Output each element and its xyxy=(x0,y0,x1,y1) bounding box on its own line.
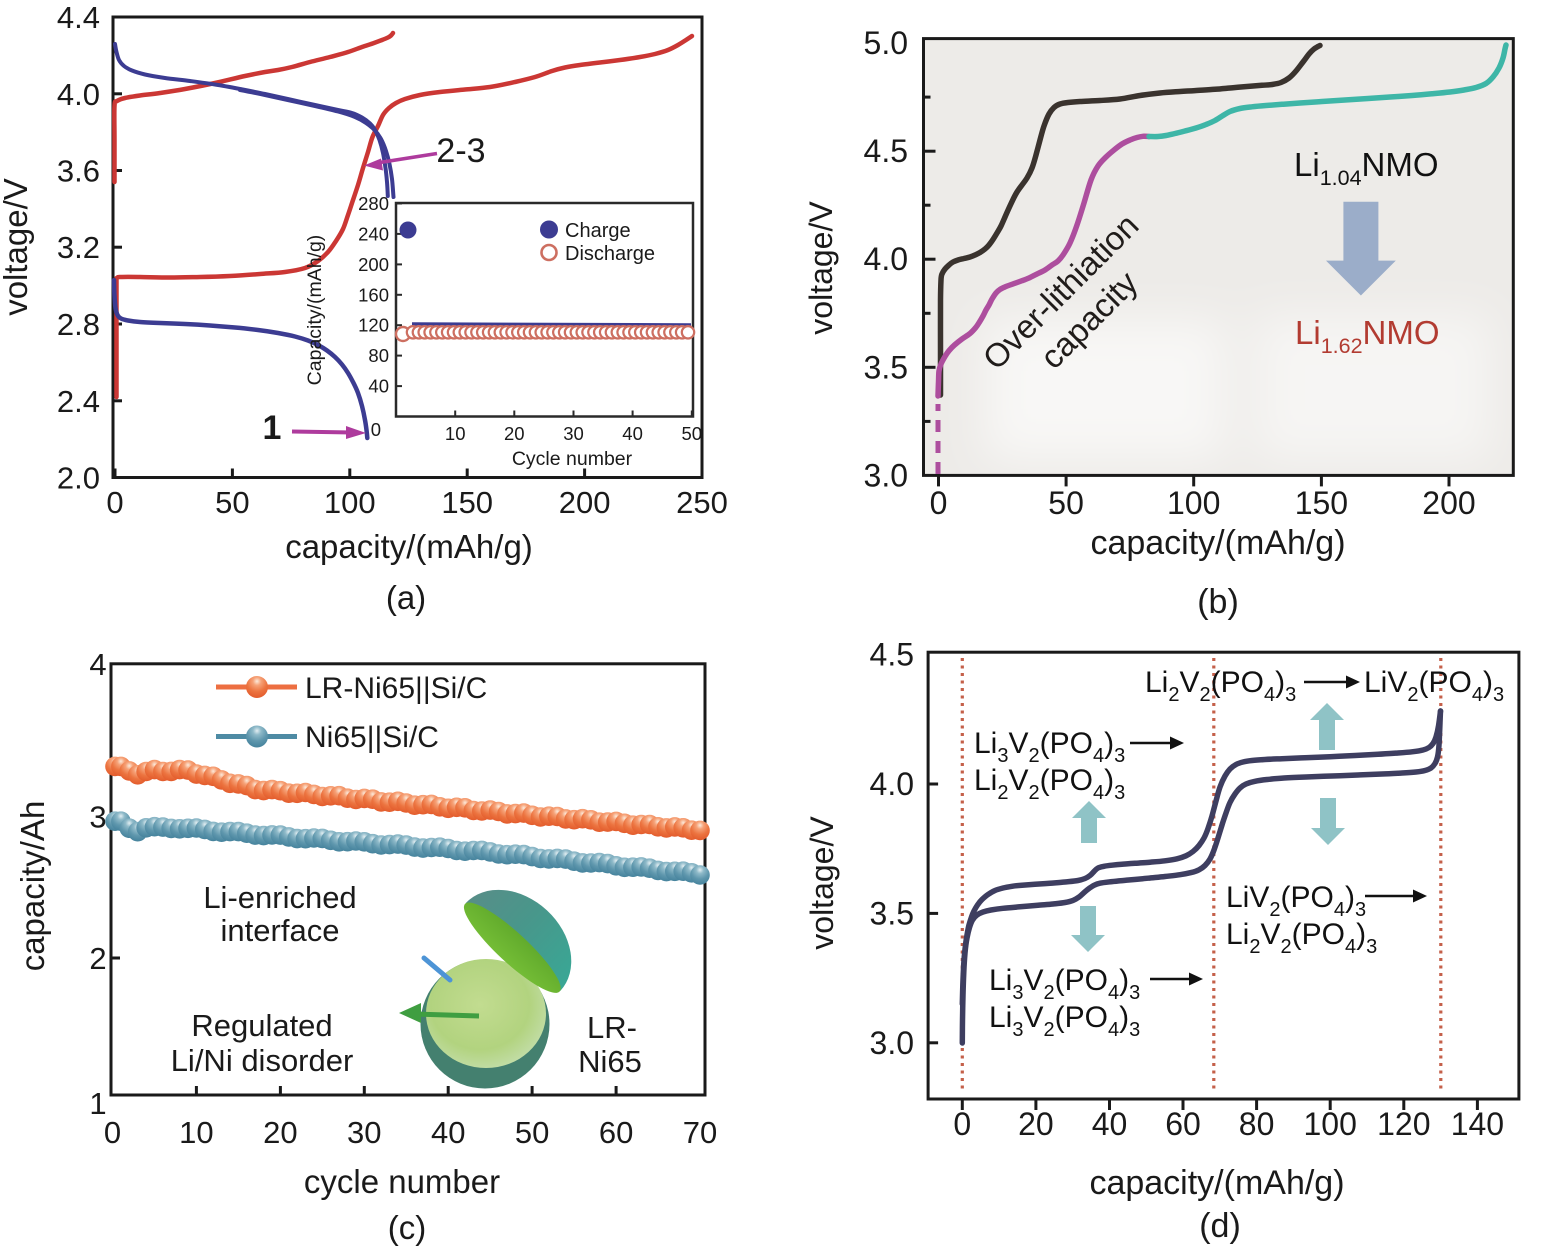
svg-text:20: 20 xyxy=(1018,1106,1054,1142)
svg-text:0: 0 xyxy=(953,1106,971,1142)
svg-text:0: 0 xyxy=(104,1115,121,1150)
svg-text:120: 120 xyxy=(1377,1106,1430,1142)
svg-text:Li-enriched: Li-enriched xyxy=(203,880,356,915)
svg-text:3.6: 3.6 xyxy=(57,154,100,189)
svg-text:60: 60 xyxy=(599,1115,633,1150)
svg-text:50: 50 xyxy=(215,485,249,520)
svg-text:50: 50 xyxy=(682,423,703,444)
svg-text:40: 40 xyxy=(368,376,389,397)
svg-text:3.5: 3.5 xyxy=(864,349,908,385)
svg-text:280: 280 xyxy=(358,193,389,214)
svg-text:250: 250 xyxy=(676,485,728,520)
svg-text:Ni65||Si/C: Ni65||Si/C xyxy=(305,721,439,754)
svg-text:60: 60 xyxy=(1165,1106,1201,1142)
svg-text:2: 2 xyxy=(89,941,106,976)
svg-text:3.2: 3.2 xyxy=(57,230,100,265)
svg-text:200: 200 xyxy=(559,485,611,520)
svg-text:Li3V2(PO4)3: Li3V2(PO4)3 xyxy=(974,727,1125,767)
svg-text:Li3V2(PO4)3: Li3V2(PO4)3 xyxy=(989,1001,1140,1041)
svg-text:140: 140 xyxy=(1451,1106,1504,1142)
svg-text:30: 30 xyxy=(347,1115,381,1150)
svg-text:Li2V2(PO4)3: Li2V2(PO4)3 xyxy=(1226,918,1377,958)
svg-text:cycle number: cycle number xyxy=(304,1163,500,1200)
svg-text:30: 30 xyxy=(563,423,584,444)
svg-text:0: 0 xyxy=(106,485,123,520)
svg-text:100: 100 xyxy=(1304,1106,1357,1142)
svg-text:Regulated: Regulated xyxy=(191,1008,332,1043)
svg-text:4: 4 xyxy=(89,647,106,682)
svg-text:50: 50 xyxy=(515,1115,549,1150)
svg-text:3.0: 3.0 xyxy=(870,1025,914,1061)
svg-text:Cycle number: Cycle number xyxy=(512,448,633,470)
svg-text:2-3: 2-3 xyxy=(436,132,485,170)
svg-text:Li2V2(PO4)3: Li2V2(PO4)3 xyxy=(974,764,1125,804)
svg-text:2.0: 2.0 xyxy=(57,461,100,496)
svg-text:Li3V2(PO4)3: Li3V2(PO4)3 xyxy=(989,964,1140,1004)
svg-text:4.5: 4.5 xyxy=(864,133,908,169)
svg-text:40: 40 xyxy=(1092,1106,1128,1142)
svg-text:120: 120 xyxy=(358,315,389,336)
svg-text:1: 1 xyxy=(89,1086,106,1121)
svg-text:40: 40 xyxy=(622,423,643,444)
svg-text:100: 100 xyxy=(1167,485,1220,521)
svg-text:(a): (a) xyxy=(386,579,426,616)
svg-text:4.5: 4.5 xyxy=(870,637,914,673)
svg-text:interface: interface xyxy=(221,913,340,948)
svg-text:Li1.62NMO: Li1.62NMO xyxy=(1295,314,1440,358)
svg-text:LR-: LR- xyxy=(587,1010,637,1045)
svg-text:capacity/Ah: capacity/Ah xyxy=(14,801,51,972)
svg-text:Capacity/(mAh/g): Capacity/(mAh/g) xyxy=(304,235,326,386)
svg-text:capacity/(mAh/g): capacity/(mAh/g) xyxy=(1089,1164,1344,1202)
svg-text:capacity/(mAh/g): capacity/(mAh/g) xyxy=(1090,524,1345,562)
svg-text:LiV2(PO4)3: LiV2(PO4)3 xyxy=(1226,881,1366,921)
svg-text:0: 0 xyxy=(371,419,381,440)
svg-text:(c): (c) xyxy=(388,1209,426,1246)
svg-text:LiV2(PO4)3: LiV2(PO4)3 xyxy=(1364,666,1504,706)
svg-text:150: 150 xyxy=(1295,485,1348,521)
svg-text:(d): (d) xyxy=(1199,1207,1241,1245)
svg-text:2.4: 2.4 xyxy=(57,384,100,419)
svg-text:LR-Ni65||Si/C: LR-Ni65||Si/C xyxy=(305,672,487,705)
svg-text:3.5: 3.5 xyxy=(870,895,914,931)
svg-text:20: 20 xyxy=(263,1115,297,1150)
svg-text:50: 50 xyxy=(1048,485,1084,521)
svg-text:(b): (b) xyxy=(1197,583,1239,621)
svg-text:2.8: 2.8 xyxy=(57,307,100,342)
svg-text:100: 100 xyxy=(324,485,376,520)
svg-text:voltage/V: voltage/V xyxy=(0,178,34,316)
svg-text:Li2V2(PO4)3: Li2V2(PO4)3 xyxy=(1145,666,1296,706)
svg-text:3.0: 3.0 xyxy=(864,457,908,493)
svg-text:10: 10 xyxy=(445,423,466,444)
svg-text:Li1.04NMO: Li1.04NMO xyxy=(1294,146,1439,190)
svg-text:Charge: Charge xyxy=(565,220,631,242)
svg-text:Discharge: Discharge xyxy=(565,243,655,265)
svg-text:4.0: 4.0 xyxy=(870,766,914,802)
svg-text:4.0: 4.0 xyxy=(864,241,908,277)
svg-text:10: 10 xyxy=(179,1115,213,1150)
svg-text:capacity/(mAh/g): capacity/(mAh/g) xyxy=(285,528,533,565)
svg-text:150: 150 xyxy=(441,485,493,520)
svg-text:240: 240 xyxy=(358,223,389,244)
svg-text:20: 20 xyxy=(504,423,525,444)
svg-text:40: 40 xyxy=(431,1115,465,1150)
svg-text:1: 1 xyxy=(263,409,282,447)
svg-text:80: 80 xyxy=(1239,1106,1275,1142)
svg-text:4.4: 4.4 xyxy=(57,0,100,35)
svg-text:voltage/V: voltage/V xyxy=(803,201,839,335)
svg-text:4.0: 4.0 xyxy=(57,77,100,112)
svg-text:Ni65: Ni65 xyxy=(578,1044,642,1079)
svg-text:3: 3 xyxy=(89,799,106,834)
svg-text:5.0: 5.0 xyxy=(864,25,908,61)
svg-text:160: 160 xyxy=(358,284,389,305)
svg-text:80: 80 xyxy=(368,345,389,366)
svg-text:0: 0 xyxy=(930,485,948,521)
svg-text:voltage/V: voltage/V xyxy=(804,816,840,950)
svg-text:200: 200 xyxy=(1422,485,1475,521)
svg-text:200: 200 xyxy=(358,254,389,275)
svg-text:70: 70 xyxy=(683,1115,717,1150)
svg-text:Li/Ni disorder: Li/Ni disorder xyxy=(171,1043,354,1078)
